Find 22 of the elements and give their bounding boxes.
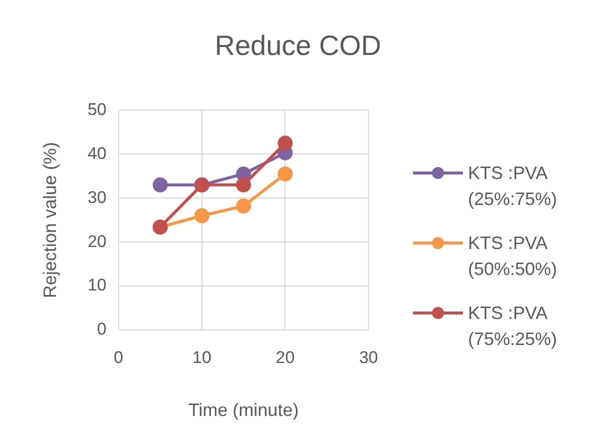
point <box>194 208 210 224</box>
legend-label: KTS :PVA (25%:75%) <box>468 162 558 211</box>
x-tick-label: 10 <box>192 348 212 367</box>
y-tick-label: 20 <box>88 232 107 251</box>
y-tick-label: 10 <box>88 276 107 295</box>
x-axis-title: Time (minute) <box>188 400 299 420</box>
point <box>278 136 293 151</box>
point <box>236 177 252 192</box>
y-tick-label: 0 <box>97 320 107 339</box>
x-tick-label: 0 <box>114 348 124 367</box>
y-tick-label: 50 <box>88 100 107 119</box>
x-tick-label: 30 <box>359 348 378 367</box>
legend-label: KTS :PVA (75%:25%) <box>468 302 558 351</box>
x-tick-label: 20 <box>276 348 295 367</box>
point <box>236 198 252 214</box>
chart-title: Reduce COD <box>214 30 382 62</box>
point <box>152 177 168 192</box>
y-axis-title: Rejection value (%) <box>40 142 60 298</box>
y-tick-label: 40 <box>88 144 107 163</box>
legend-label: KTS :PVA (50%:50%) <box>468 232 558 281</box>
point <box>278 166 293 182</box>
y-tick-label: 30 <box>88 188 107 207</box>
